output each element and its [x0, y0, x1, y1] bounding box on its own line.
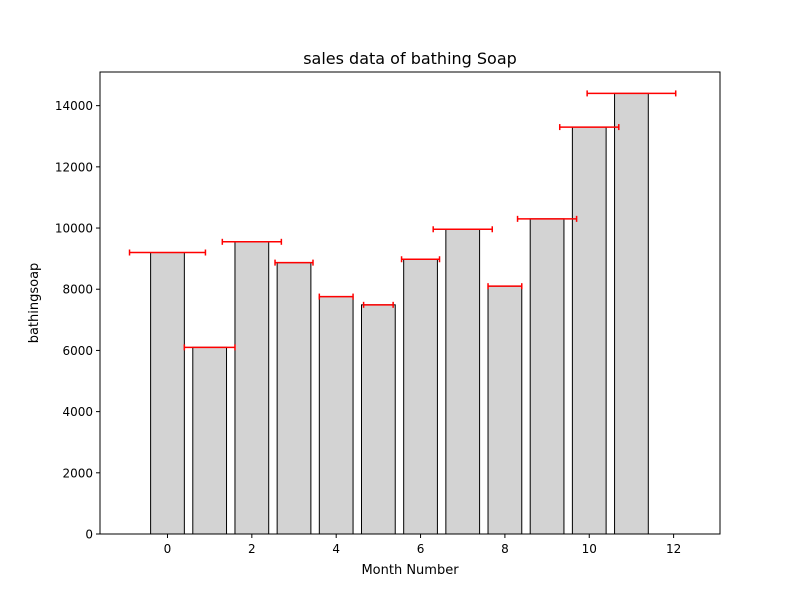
errorbar-month-10 — [558, 124, 620, 131]
bar-month-0 — [150, 252, 185, 535]
errorbar-month-11 — [586, 90, 677, 97]
bar-month-4 — [318, 296, 354, 535]
y-tick-label: 12000 — [55, 160, 93, 174]
bar-month-6 — [403, 258, 438, 535]
x-axis-label: Month Number — [361, 563, 459, 578]
errorbar-month-6 — [400, 256, 441, 263]
y-axis-ticks: 0 2000 4000 6000 8000 10000 12000 14000 — [55, 99, 100, 542]
y-tick-label: 14000 — [55, 99, 93, 113]
errorbar-month-5 — [362, 301, 394, 308]
y-axis-label: bathingsoap — [27, 263, 42, 344]
errorbar-month-3 — [274, 259, 314, 266]
bar-month-11 — [614, 92, 649, 535]
x-tick-label: 2 — [248, 542, 256, 556]
bar-month-10 — [571, 126, 607, 535]
y-tick-label: 6000 — [62, 344, 93, 358]
x-tick-label: 6 — [417, 542, 425, 556]
bar-month-9 — [529, 218, 565, 535]
y-tick-label: 0 — [85, 528, 93, 542]
y-tick-label: 4000 — [62, 405, 93, 419]
errorbar-month-4 — [318, 293, 354, 300]
errorbar-month-1 — [183, 344, 236, 351]
bar-month-2 — [234, 241, 270, 535]
bar-month-5 — [360, 304, 396, 535]
bar-month-8 — [487, 285, 523, 535]
errorbars-layer — [128, 90, 677, 351]
errorbar-month-7 — [432, 226, 493, 233]
x-axis-ticks: 0 2 4 6 8 10 12 — [164, 534, 681, 556]
errorbar-month-9 — [516, 215, 578, 222]
y-tick-label: 2000 — [62, 466, 93, 480]
plot-frame — [99, 71, 721, 535]
bar-month-3 — [276, 262, 312, 535]
x-tick-label: 0 — [164, 542, 172, 556]
errorbar-month-2 — [221, 238, 283, 245]
x-tick-label: 4 — [332, 542, 340, 556]
bar-month-1 — [192, 346, 228, 535]
y-tick-label: 8000 — [62, 283, 93, 297]
x-tick-label: 10 — [582, 542, 597, 556]
x-tick-label: 12 — [666, 542, 681, 556]
errorbar-month-0 — [128, 249, 207, 256]
y-tick-label: 10000 — [55, 222, 93, 236]
bars-layer — [150, 92, 649, 535]
bar-month-7 — [445, 228, 481, 535]
x-tick-label: 8 — [501, 542, 509, 556]
errorbar-month-8 — [487, 283, 523, 290]
chart-title: sales data of bathing Soap — [303, 49, 517, 68]
